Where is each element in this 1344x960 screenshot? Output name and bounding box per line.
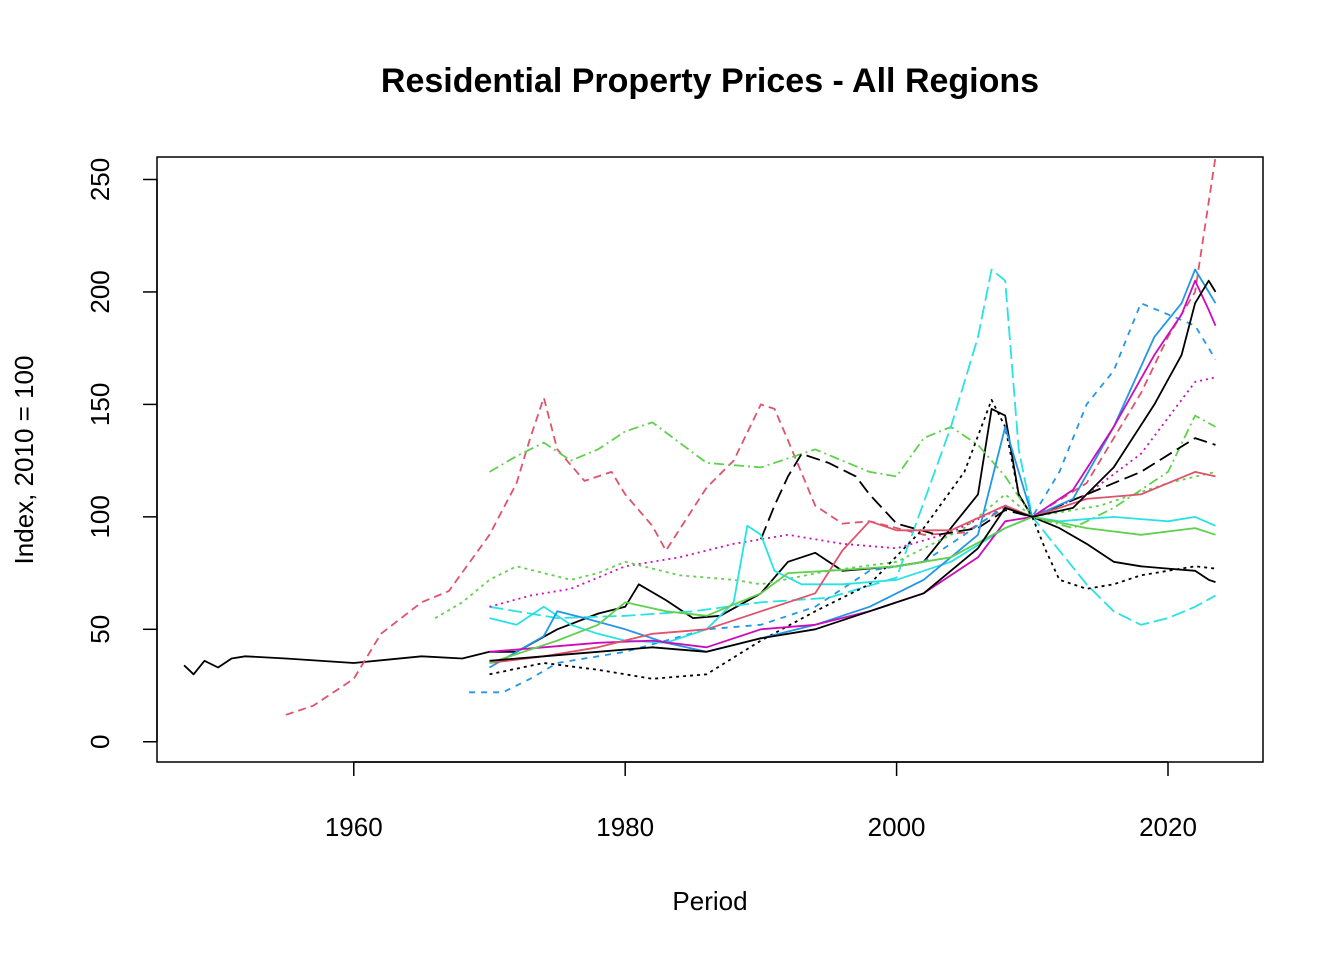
series-line-1 bbox=[183, 408, 1216, 676]
series-line-9 bbox=[489, 399, 1216, 680]
y-tick-label-50: 50 bbox=[85, 615, 115, 644]
x-tick-label-1980: 1980 bbox=[596, 812, 654, 842]
series-line-3 bbox=[489, 414, 1216, 529]
series-line-6 bbox=[489, 376, 1216, 608]
series-line-15 bbox=[489, 279, 1217, 662]
series-line-11 bbox=[489, 268, 1217, 669]
series-layer bbox=[183, 156, 1217, 716]
series-line-14 bbox=[489, 516, 1216, 664]
series-line-10 bbox=[489, 516, 1216, 644]
x-axis-label: Period bbox=[672, 886, 747, 916]
chart-title: Residential Property Prices - All Region… bbox=[381, 62, 1039, 100]
y-tick-label-150: 150 bbox=[85, 383, 115, 426]
y-axis-label: Index, 2010 = 100 bbox=[9, 356, 39, 565]
series-line-12 bbox=[489, 279, 1217, 653]
series-line-8 bbox=[760, 437, 1216, 540]
series-line-2 bbox=[285, 156, 1217, 716]
y-tick-label-100: 100 bbox=[85, 495, 115, 538]
x-tick-label-2000: 2000 bbox=[868, 812, 926, 842]
y-tick-label-200: 200 bbox=[85, 270, 115, 313]
series-line-13 bbox=[489, 471, 1216, 664]
x-tick-label-1960: 1960 bbox=[325, 812, 383, 842]
x-tick-label-2020: 2020 bbox=[1139, 812, 1197, 842]
y-axis: 0 50 100 150 200 250 bbox=[85, 158, 158, 749]
series-line-5 bbox=[489, 268, 1216, 626]
y-tick-label-0: 0 bbox=[85, 735, 115, 749]
x-axis: 1960 1980 2000 2020 bbox=[325, 761, 1197, 842]
y-tick-label-250: 250 bbox=[85, 158, 115, 201]
